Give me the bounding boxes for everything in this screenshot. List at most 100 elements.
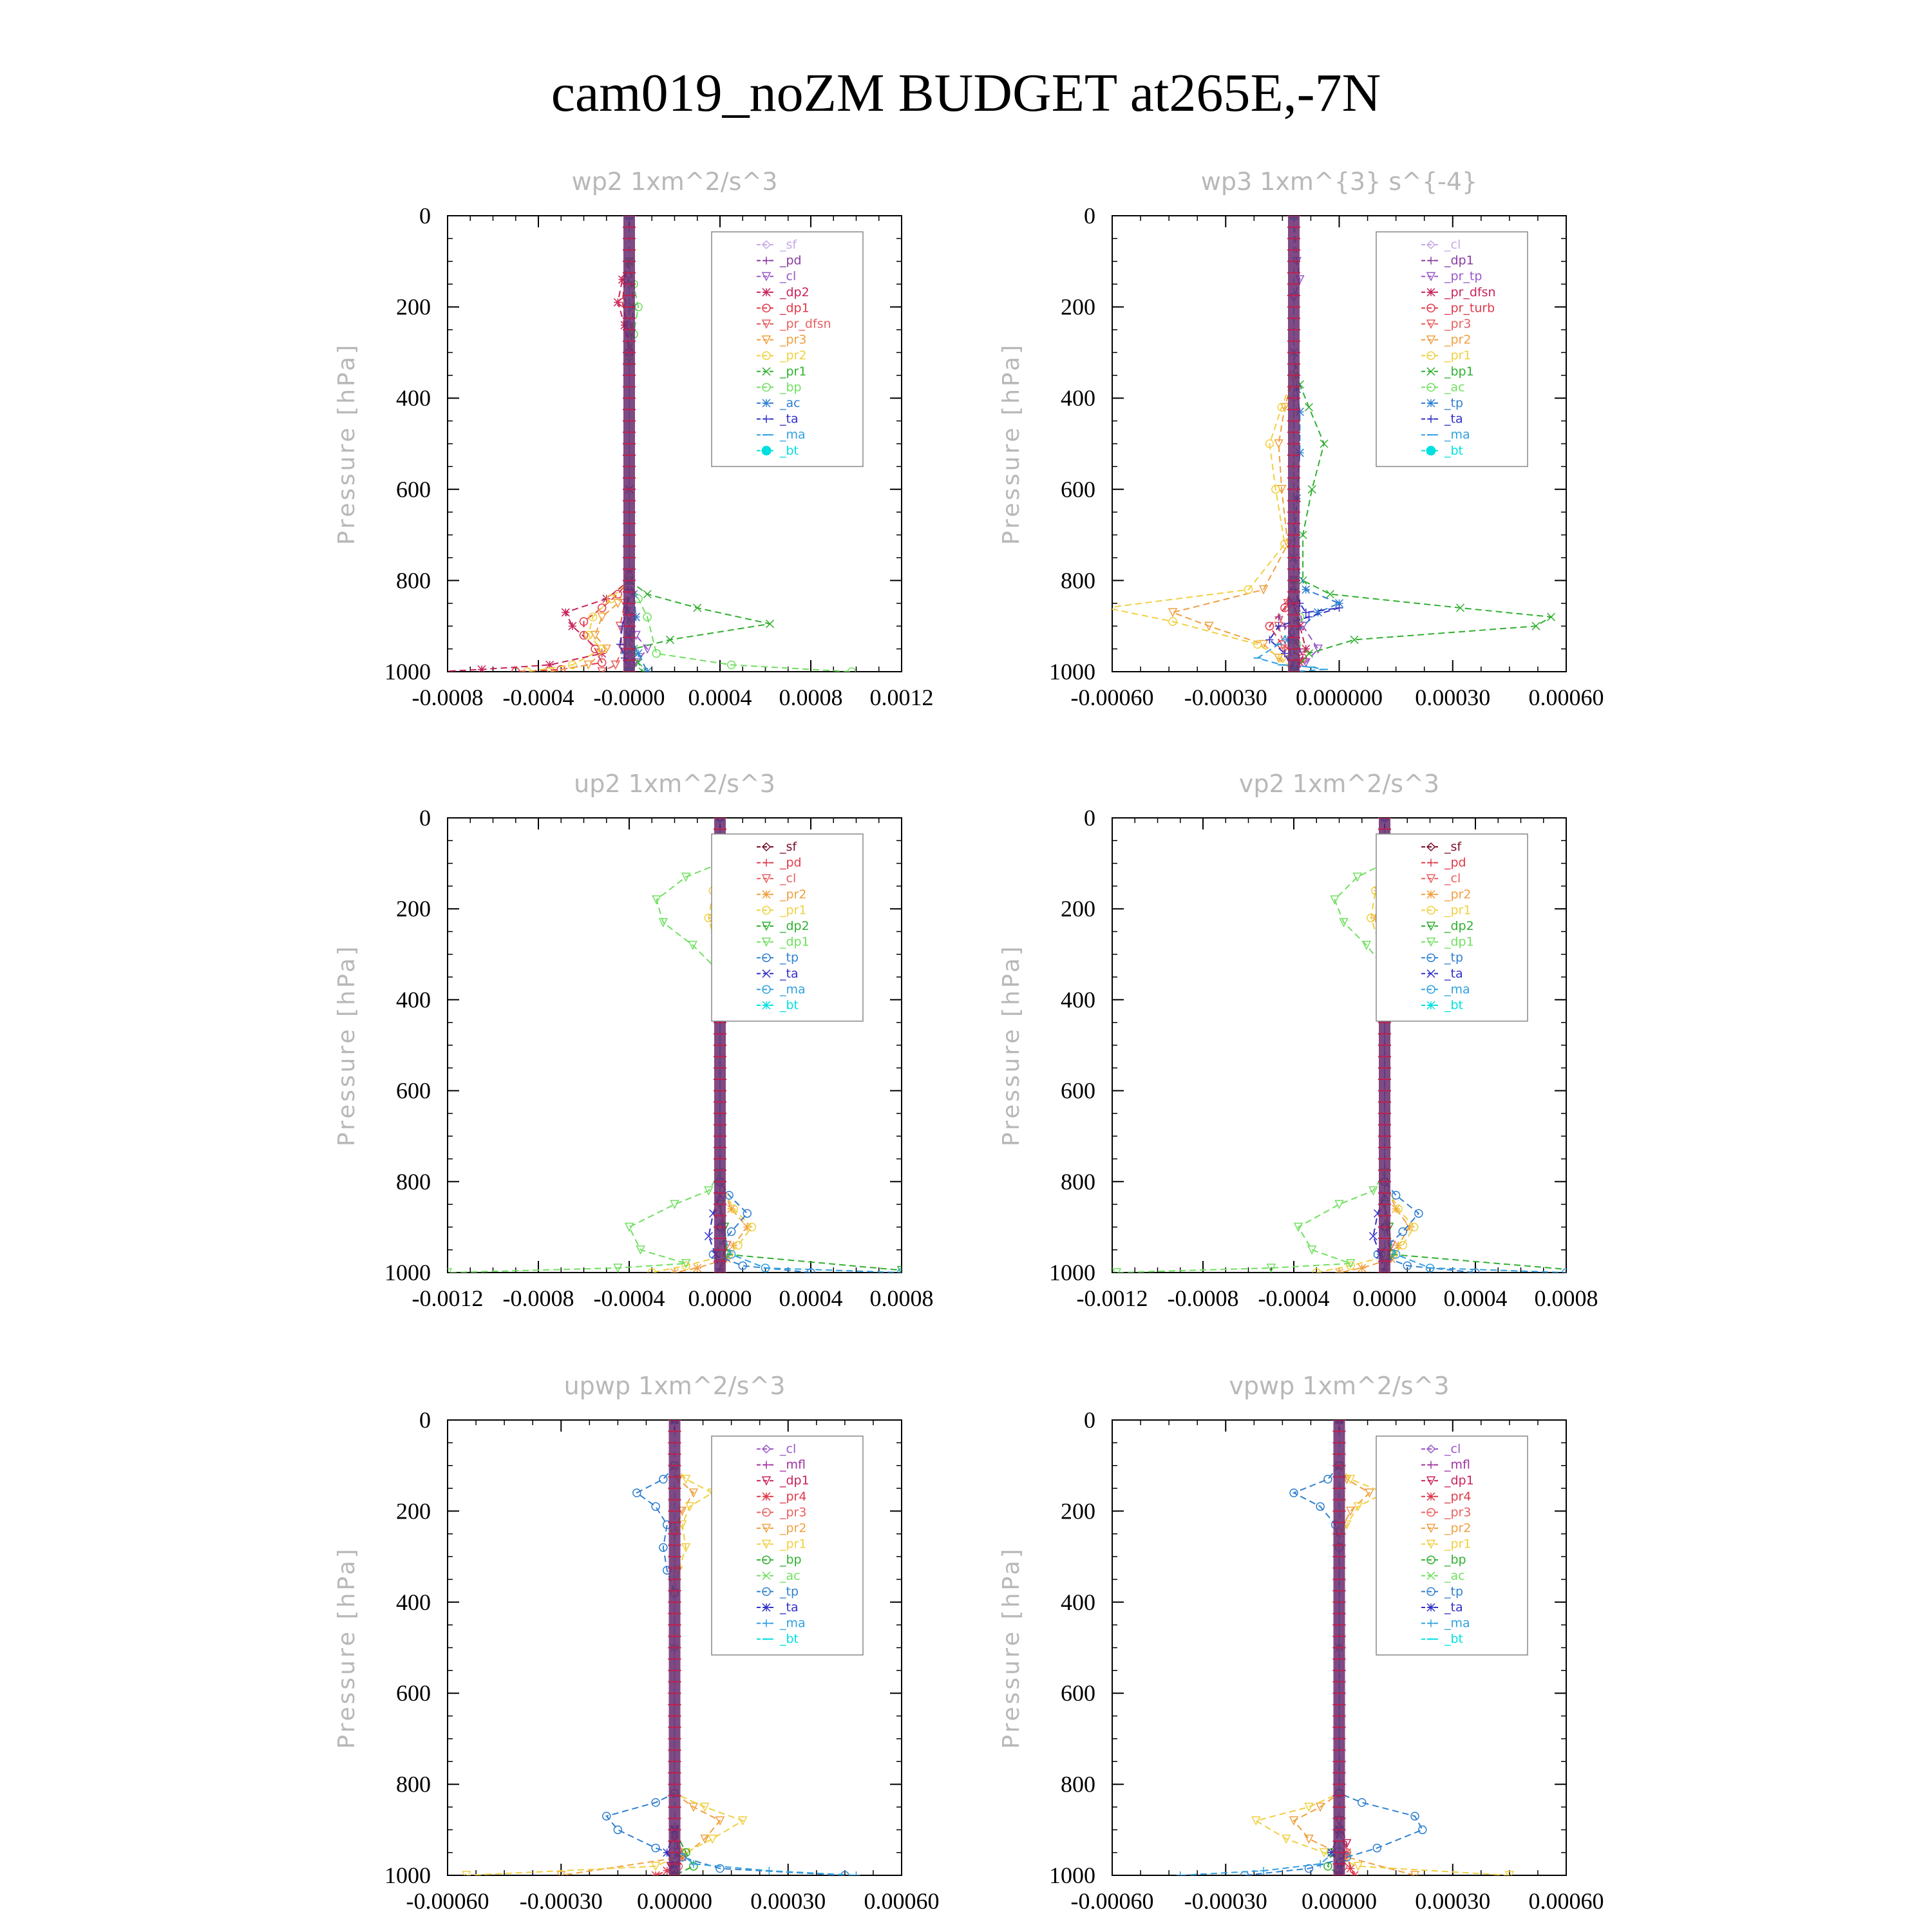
data-point — [765, 1866, 773, 1875]
y-tick-label: 800 — [396, 1772, 431, 1797]
legend-marker — [1426, 367, 1435, 376]
legend-label: _dp1 — [1444, 254, 1474, 268]
legend-entry: _ac — [757, 396, 800, 410]
data-point — [1277, 654, 1286, 663]
legend-marker — [1426, 969, 1435, 978]
y-tick-label: 0 — [419, 805, 431, 831]
legend: _cl _dp1_pr_tp _pr_dfsn _pr_turb _pr3 _pr2_pr… — [1376, 231, 1528, 468]
legend-entry: _bt — [757, 444, 799, 458]
legend-entry: _pr2 — [757, 887, 806, 902]
y-tick-label: 600 — [1061, 1680, 1095, 1706]
legend-entry: _cl — [757, 269, 796, 283]
legend-marker — [762, 415, 770, 423]
legend-entry: _ta — [1421, 967, 1463, 981]
legend-entry: _pr_dfsn — [1421, 285, 1496, 299]
data-point — [1531, 621, 1540, 630]
series-line — [549, 216, 630, 672]
data-point — [1289, 1816, 1299, 1826]
legend-entry: _pr1 — [757, 903, 806, 917]
data-point — [1358, 1798, 1367, 1807]
data-point — [583, 630, 593, 640]
data-point — [1112, 1268, 1122, 1273]
x-tick-label: -0.00060 — [1071, 685, 1154, 710]
legend-marker — [762, 1492, 771, 1501]
y-tick-label: 1000 — [1049, 659, 1095, 685]
legend-label: _bp1 — [1444, 365, 1474, 379]
chart-panel-1: wp2 1xm^2/s^3 Pressure [hPa] -0.0008 -0.000… — [334, 167, 934, 710]
chart-panel-3: up2 1xm^2/s^3 Pressure [hPa] -0.0012 -0.000… — [334, 770, 934, 1311]
legend-entry: _mfl — [757, 1458, 806, 1472]
legend-marker — [762, 1001, 771, 1010]
legend-label: _tp — [779, 951, 799, 965]
data-point — [522, 667, 532, 672]
data-point — [663, 1866, 672, 1875]
legend-marker — [1426, 272, 1436, 281]
data-point — [1302, 645, 1311, 654]
data-point — [1403, 1261, 1412, 1271]
data-point — [847, 667, 857, 672]
data-point — [896, 1265, 902, 1273]
data-point — [568, 621, 577, 630]
y-tick-label: 800 — [1061, 567, 1095, 593]
legend-label: _ma — [779, 1616, 806, 1631]
legend-marker — [762, 1508, 771, 1517]
legend-entry: _ac — [757, 1569, 800, 1583]
data-point — [1345, 1259, 1356, 1269]
legend-label: _dp1 — [1444, 935, 1474, 949]
legend-entry: _pr_tp — [1421, 269, 1482, 283]
x-tick-label: 0.0004 — [688, 685, 752, 710]
legend-entry: _pr_dfsn — [757, 317, 831, 331]
legend-label: _pr3 — [1444, 1505, 1471, 1519]
legend-label: _pr_turb — [1444, 301, 1495, 315]
data-point — [1394, 1204, 1403, 1213]
legend-label: _cl — [779, 1442, 796, 1456]
data-point — [738, 1261, 747, 1271]
series-group — [1112, 216, 1556, 672]
data-point — [708, 1834, 717, 1844]
legend-entry: _ma — [1421, 428, 1470, 442]
legend-marker — [1427, 415, 1435, 423]
data-point — [647, 1268, 656, 1273]
x-tick-label: 0.0004 — [779, 1285, 843, 1311]
data-point — [636, 1245, 645, 1255]
y-tick-label: 200 — [1061, 896, 1095, 922]
legend-marker — [762, 985, 771, 994]
data-point — [556, 1871, 566, 1875]
series-line — [466, 1465, 744, 1875]
legend-entry: _dp2 — [757, 285, 810, 299]
data-point — [611, 660, 621, 670]
data-point — [1280, 402, 1290, 413]
legend-label: _pd — [779, 254, 802, 268]
legend-label: _ac — [1444, 380, 1465, 394]
legend-label: _ta — [1444, 967, 1463, 981]
data-point — [747, 1222, 757, 1232]
data-point — [613, 1264, 623, 1273]
x-tick-label: 0.00060 — [1529, 685, 1604, 710]
legend-marker — [761, 1539, 772, 1549]
data-point — [1320, 439, 1329, 448]
data-point — [432, 668, 440, 676]
x-tick-label: 0.000000 — [1296, 685, 1383, 710]
legend-marker — [1426, 1001, 1435, 1010]
legend-label: _sf — [1444, 840, 1462, 854]
legend-label: _dp1 — [779, 301, 810, 315]
legend-marker — [1426, 1508, 1435, 1517]
data-point — [1319, 1848, 1329, 1858]
legend-label: _pr1 — [779, 903, 806, 917]
data-point — [597, 603, 607, 612]
data-point — [616, 640, 624, 649]
data-point — [613, 1825, 623, 1835]
data-point — [727, 1204, 736, 1213]
data-point — [1168, 617, 1177, 626]
data-point — [1394, 1241, 1403, 1250]
data-point — [729, 1204, 738, 1213]
data-point — [650, 1862, 661, 1871]
y-tick-label: 0 — [1084, 1407, 1095, 1433]
y-tick-label: 1000 — [1049, 1862, 1095, 1888]
y-tick-label: 400 — [396, 1589, 431, 1615]
series-group — [462, 1420, 860, 1875]
data-point — [659, 1475, 668, 1484]
series-dp1 — [448, 858, 725, 1273]
legend-entry: _pr2 — [1421, 887, 1471, 902]
y-tick-label: 200 — [1061, 1498, 1095, 1524]
